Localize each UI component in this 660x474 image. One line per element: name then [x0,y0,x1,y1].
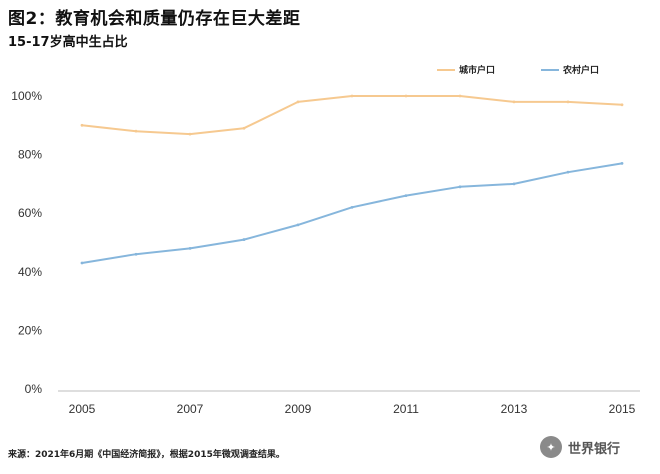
rural-data-point [404,194,408,198]
rural-data-point [80,261,84,265]
watermark: ✦ 世界银行 [540,436,620,458]
rural-data-point [350,205,354,209]
urban-series-line [81,95,623,136]
x-tick-label: 2005 [69,402,96,416]
x-tick-label: 2015 [609,402,636,416]
y-tick-label: 100% [11,89,42,103]
chart-subtitle: 15-17岁高中生占比 [8,35,128,50]
source-note: 来源：2021年6月期《中国经济简报》，根据2015年微观调查结果。 [8,450,285,460]
legend-label: 城市户口 [459,64,495,76]
y-tick-label: 60% [18,206,42,220]
y-tick-label: 40% [18,265,42,279]
chart-title: 图2：教育机会和质量仍存在巨大差距 [8,9,301,29]
legend-label: 农村户口 [562,64,599,76]
urban-data-point [404,94,408,98]
urban-data-point [512,100,516,104]
rural-data-point [620,161,624,165]
rural-series-line [81,162,623,264]
x-tick-label: 2011 [393,402,419,416]
x-tick-label: 2007 [177,402,204,416]
y-axis: 0% 20% 40% 60% 80% 100% [11,89,42,396]
urban-data-point [242,126,246,130]
x-tick-label: 2009 [285,402,312,416]
y-tick-label: 0% [25,382,43,396]
rural-data-point [242,238,246,241]
urban-data-point [296,100,300,104]
rural-data-point [512,182,516,186]
y-tick-label: 80% [18,148,42,162]
urban-data-point [188,132,192,136]
y-tick-label: 20% [18,323,42,337]
rural-data-point [134,252,138,256]
series-lines [80,94,624,265]
wechat-icon: ✦ [540,436,562,458]
urban-data-point [80,123,84,127]
urban-data-point [458,94,462,98]
legend: 城市户口 农村户口 [437,64,599,76]
urban-data-point [566,100,570,104]
x-axis: 2005 2007 2009 2011 2013 2015 [69,402,636,416]
rural-data-point [296,223,300,227]
x-tick-label: 2013 [501,402,528,416]
urban-data-point [620,103,624,107]
urban-data-point [134,129,138,133]
rural-data-point [458,185,462,189]
rural-data-point [566,170,570,174]
watermark-label: 世界银行 [568,441,621,457]
urban-data-point [350,94,354,98]
rural-data-point [188,246,192,250]
